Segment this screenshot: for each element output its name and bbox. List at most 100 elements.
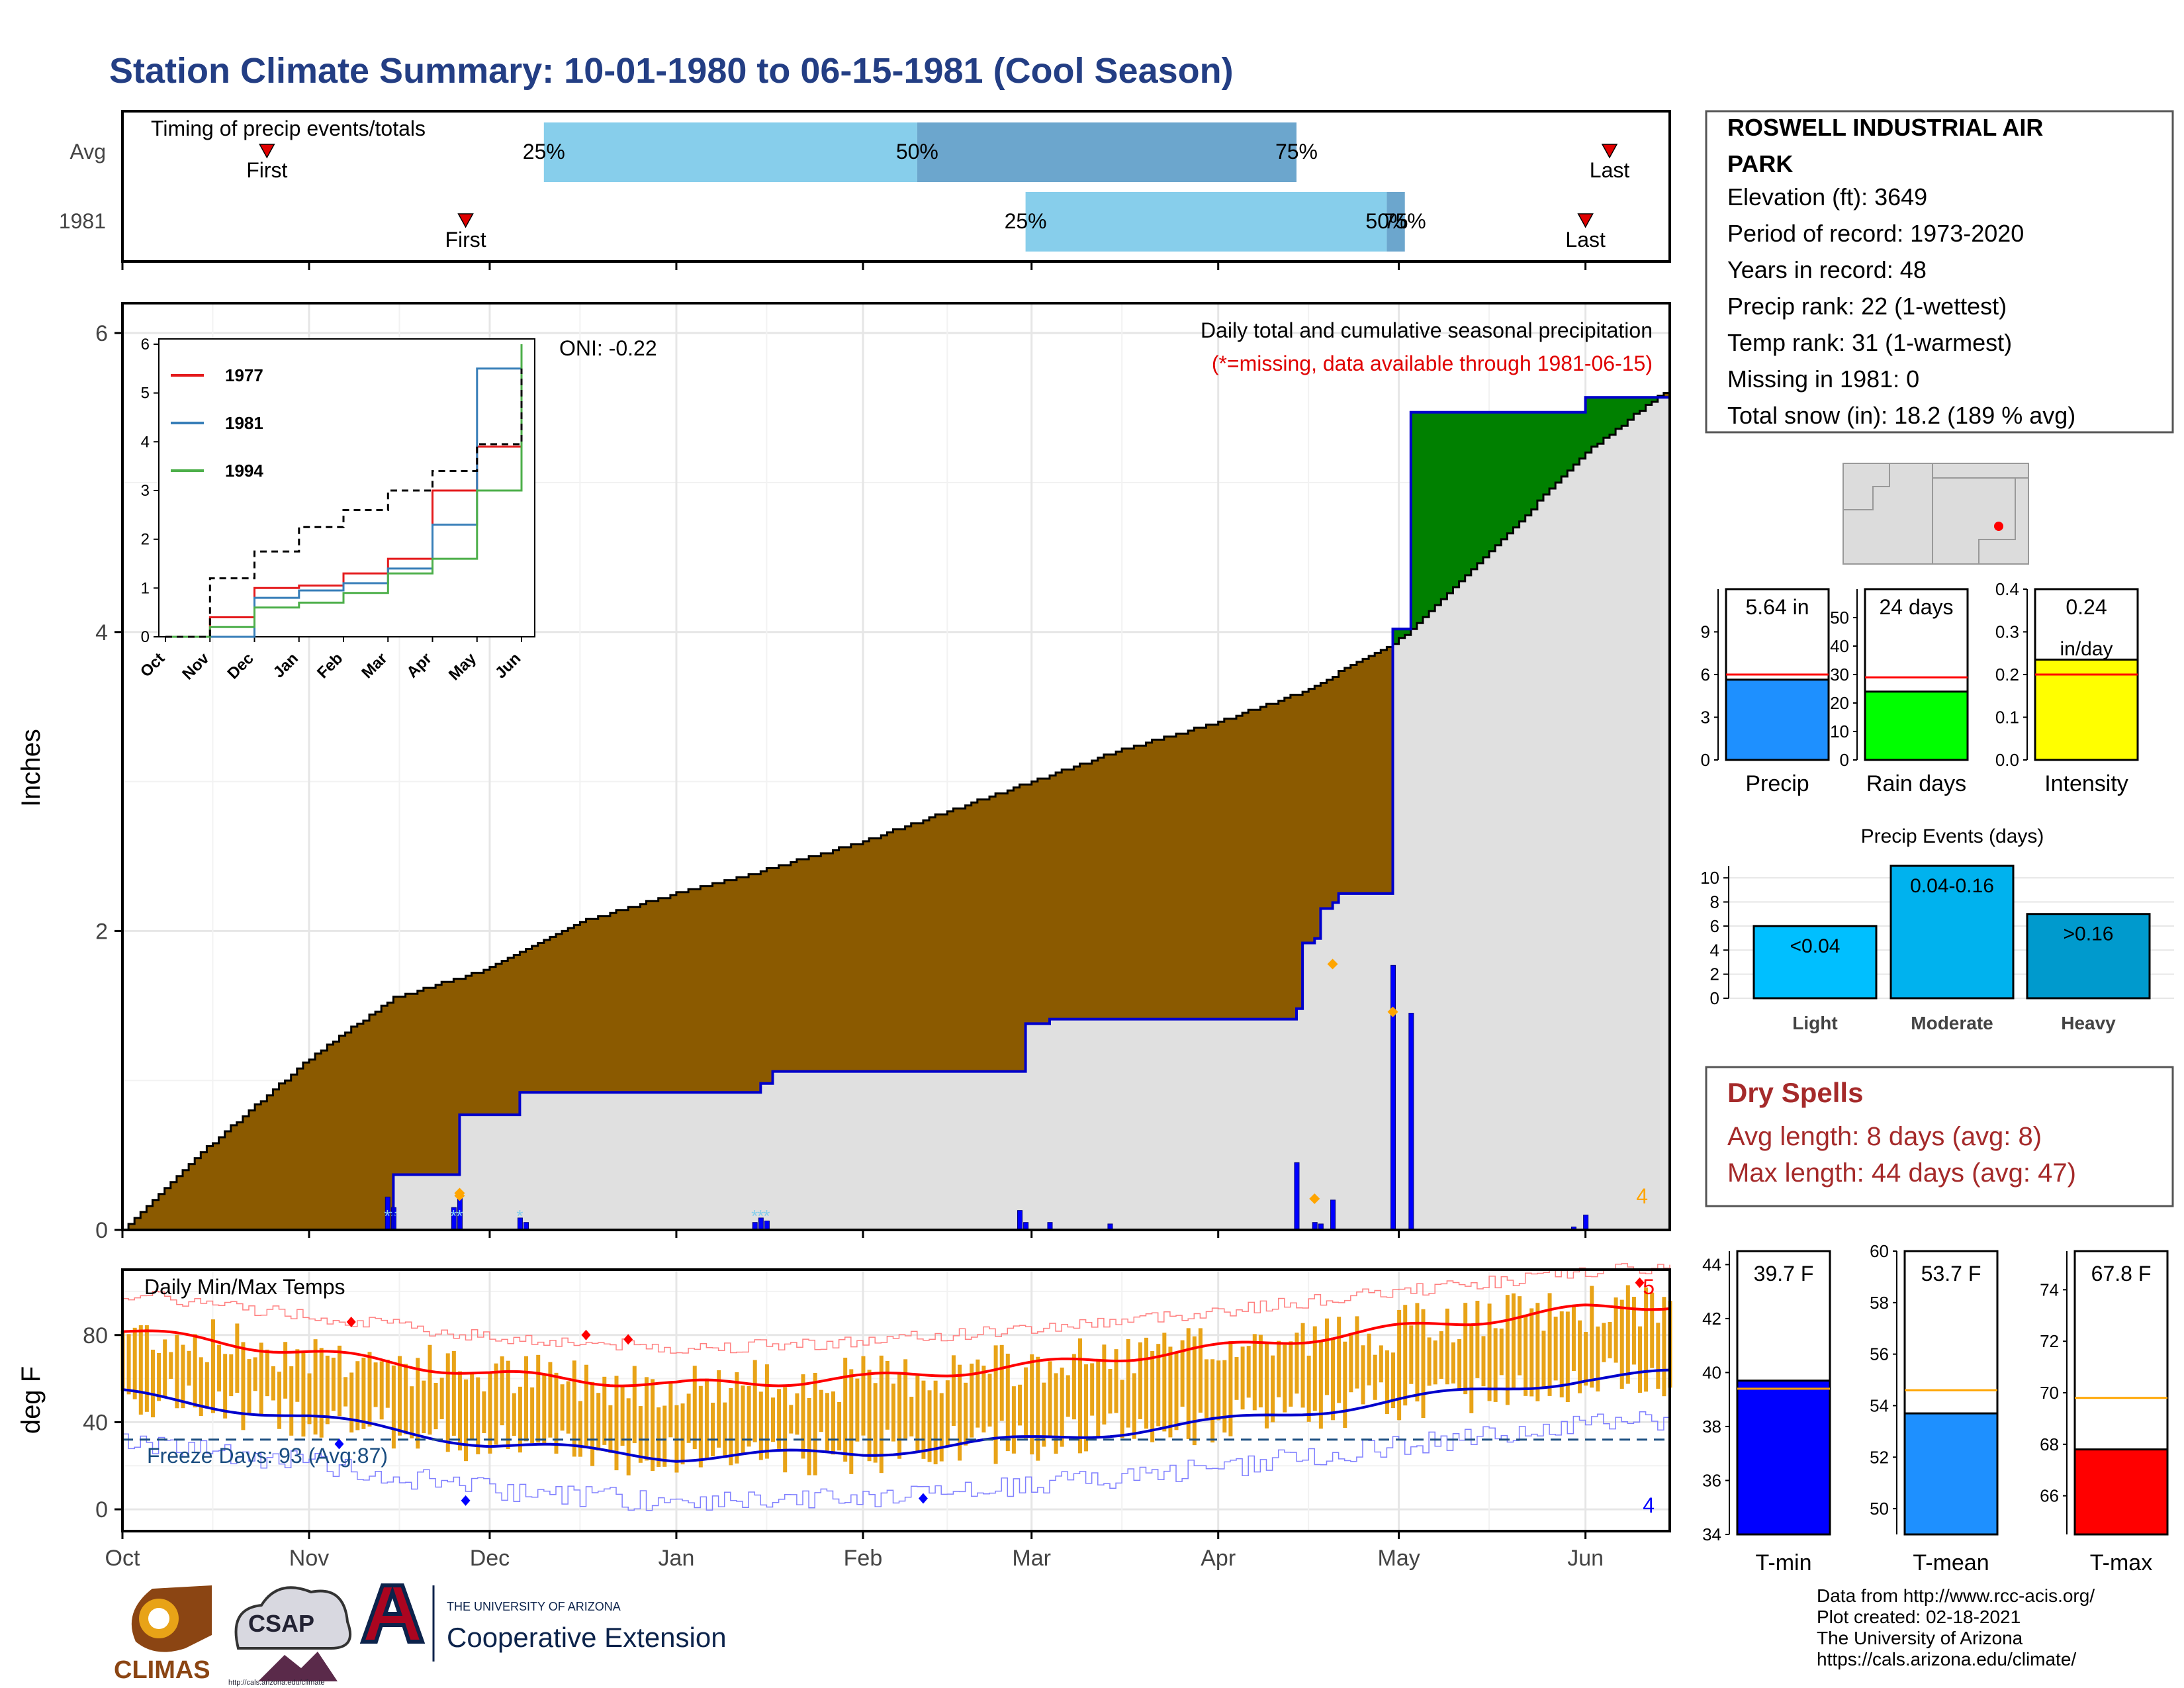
station-years: Years in record: 48 (1727, 256, 1927, 283)
daily-temp-bar (1463, 1303, 1468, 1395)
daily-temp-bar (771, 1397, 776, 1442)
daily-temp-bar (1283, 1344, 1287, 1413)
daily-temp-bar (488, 1372, 492, 1454)
daily-precip-bar (1408, 1013, 1414, 1231)
temp-bar-value-label: 39.7 F (1754, 1262, 1814, 1286)
daily-temp-bar (1505, 1295, 1510, 1405)
timing-bar-25-50 (543, 122, 917, 182)
temp-bar-tick-label: 70 (2040, 1383, 2059, 1403)
daily-temp-bar (265, 1349, 269, 1397)
daily-temp-bar (1529, 1308, 1534, 1397)
csap-logo: CSAP http://cals.arizona.edu/climate (228, 1586, 351, 1687)
temp-bar-value-label: 67.8 F (2091, 1262, 2152, 1286)
daily-temp-bar (999, 1344, 1004, 1421)
timing-first-marker (457, 213, 474, 228)
daily-temp-bar (367, 1352, 372, 1427)
daily-temp-bar (729, 1388, 733, 1466)
daily-temp-bar (1559, 1311, 1564, 1397)
daily-temp-bar (723, 1402, 727, 1458)
daily-temp-bar (150, 1349, 155, 1418)
timing-bar-50-75 (917, 122, 1297, 182)
month-axis-label: Apr (1201, 1546, 1236, 1571)
daily-temp-bar (259, 1342, 263, 1415)
daily-temp-bar (987, 1374, 992, 1427)
daily-temp-bar (307, 1373, 312, 1425)
timing-bar-25-50 (1025, 192, 1387, 252)
daily-temp-bar (747, 1385, 751, 1447)
daily-temp-bar (1349, 1335, 1353, 1393)
summary-bar-tick-label: 0.0 (1995, 750, 2019, 770)
summary-bar-tick-label: 10 (1830, 722, 1849, 741)
daily-temp-bar (843, 1358, 848, 1462)
daily-temp-bar (686, 1393, 691, 1443)
daily-temp-bar (596, 1393, 601, 1451)
month-axis-label: May (1378, 1546, 1420, 1571)
daily-temp-bar (1186, 1328, 1191, 1439)
daily-temp-bar (578, 1401, 582, 1457)
daily-temp-bar (445, 1353, 450, 1452)
avg-max-temp-line (122, 1303, 1670, 1387)
precip-events-title: Precip Events (days) (1861, 825, 2044, 847)
summary-bar-name: Intensity (2044, 771, 2128, 796)
inset-series-line (165, 368, 523, 638)
daily-temp-bar (873, 1383, 878, 1463)
dry-spells-title: Dry Spells (1727, 1077, 1863, 1108)
daily-temp-bar (1138, 1342, 1142, 1419)
daily-temp-bar (1246, 1346, 1251, 1398)
daily-temp-bar (1318, 1340, 1323, 1429)
daily-temp-bar (1126, 1339, 1130, 1428)
daily-temp-bar (1114, 1349, 1118, 1413)
precip-ylabel: Inches (17, 729, 46, 807)
daily-temp-bar (169, 1352, 173, 1379)
daily-temp-bar (175, 1335, 179, 1409)
timing-bar-50-75 (1387, 192, 1405, 252)
daily-temp-bar (915, 1376, 920, 1452)
daily-temp-bar (668, 1383, 673, 1438)
daily-temp-bar (1077, 1338, 1082, 1454)
temp-bar-value (2073, 1448, 2169, 1536)
daily-temp-bar (319, 1348, 324, 1438)
temp-bar-value (1736, 1380, 1831, 1536)
daily-temp-bar (855, 1378, 860, 1442)
precip-events-chart: Precip Events (days) 0 2 4 6 8 10 <0.04 Light 0.… (1700, 825, 2174, 1033)
daily-temp-bar (807, 1397, 811, 1476)
daily-temp-bar (976, 1359, 980, 1428)
daily-temp-bar (518, 1386, 522, 1453)
precip-y-tick-label: 0 (95, 1218, 108, 1243)
precip-events-bar (1752, 925, 1878, 1000)
daily-temp-bar (1192, 1336, 1197, 1446)
daily-temp-bar (524, 1356, 529, 1442)
daily-temp-bar (1162, 1333, 1167, 1432)
daily-temp-bar (1614, 1297, 1618, 1363)
summary-bar-tick-label: 50 (1830, 608, 1849, 628)
daily-precip-bar (1330, 1199, 1336, 1231)
temp-bar-value-label: 53.7 F (1921, 1262, 1981, 1286)
daily-temp-bar (1535, 1303, 1540, 1401)
daily-temp-bar (777, 1389, 782, 1449)
daily-temp-bar (476, 1377, 480, 1454)
inset-frame (158, 338, 535, 637)
month-axis-label: Oct (105, 1546, 140, 1571)
daily-temp-bar (1541, 1331, 1546, 1389)
daily-temp-bar (1445, 1308, 1449, 1385)
precip-events-category: Heavy (2061, 1013, 2116, 1033)
daily-temp-bar (229, 1354, 234, 1397)
daily-temp-bar (1048, 1361, 1052, 1438)
summary-bar-value-label: in/day (2060, 638, 2113, 660)
record-temp-marker (623, 1334, 633, 1345)
summary-bar-tick-label: 0.2 (1995, 665, 2019, 684)
daily-temp-bar (825, 1393, 829, 1451)
daily-temp-bar (379, 1361, 384, 1420)
summary-bar-tick-label: 6 (1701, 665, 1710, 684)
daily-temp-bar (439, 1378, 444, 1419)
daily-temp-bar (470, 1374, 475, 1439)
station-location-marker (1994, 522, 2003, 531)
daily-temp-bar (542, 1374, 547, 1445)
daily-temp-bar (1578, 1320, 1582, 1393)
daily-temp-bar (1409, 1325, 1414, 1384)
snow-asterisk-marker: * (450, 1206, 457, 1226)
daily-temp-bar (1011, 1386, 1016, 1454)
daily-precip-bar (1294, 1162, 1300, 1231)
daily-temp-bar (993, 1345, 998, 1464)
